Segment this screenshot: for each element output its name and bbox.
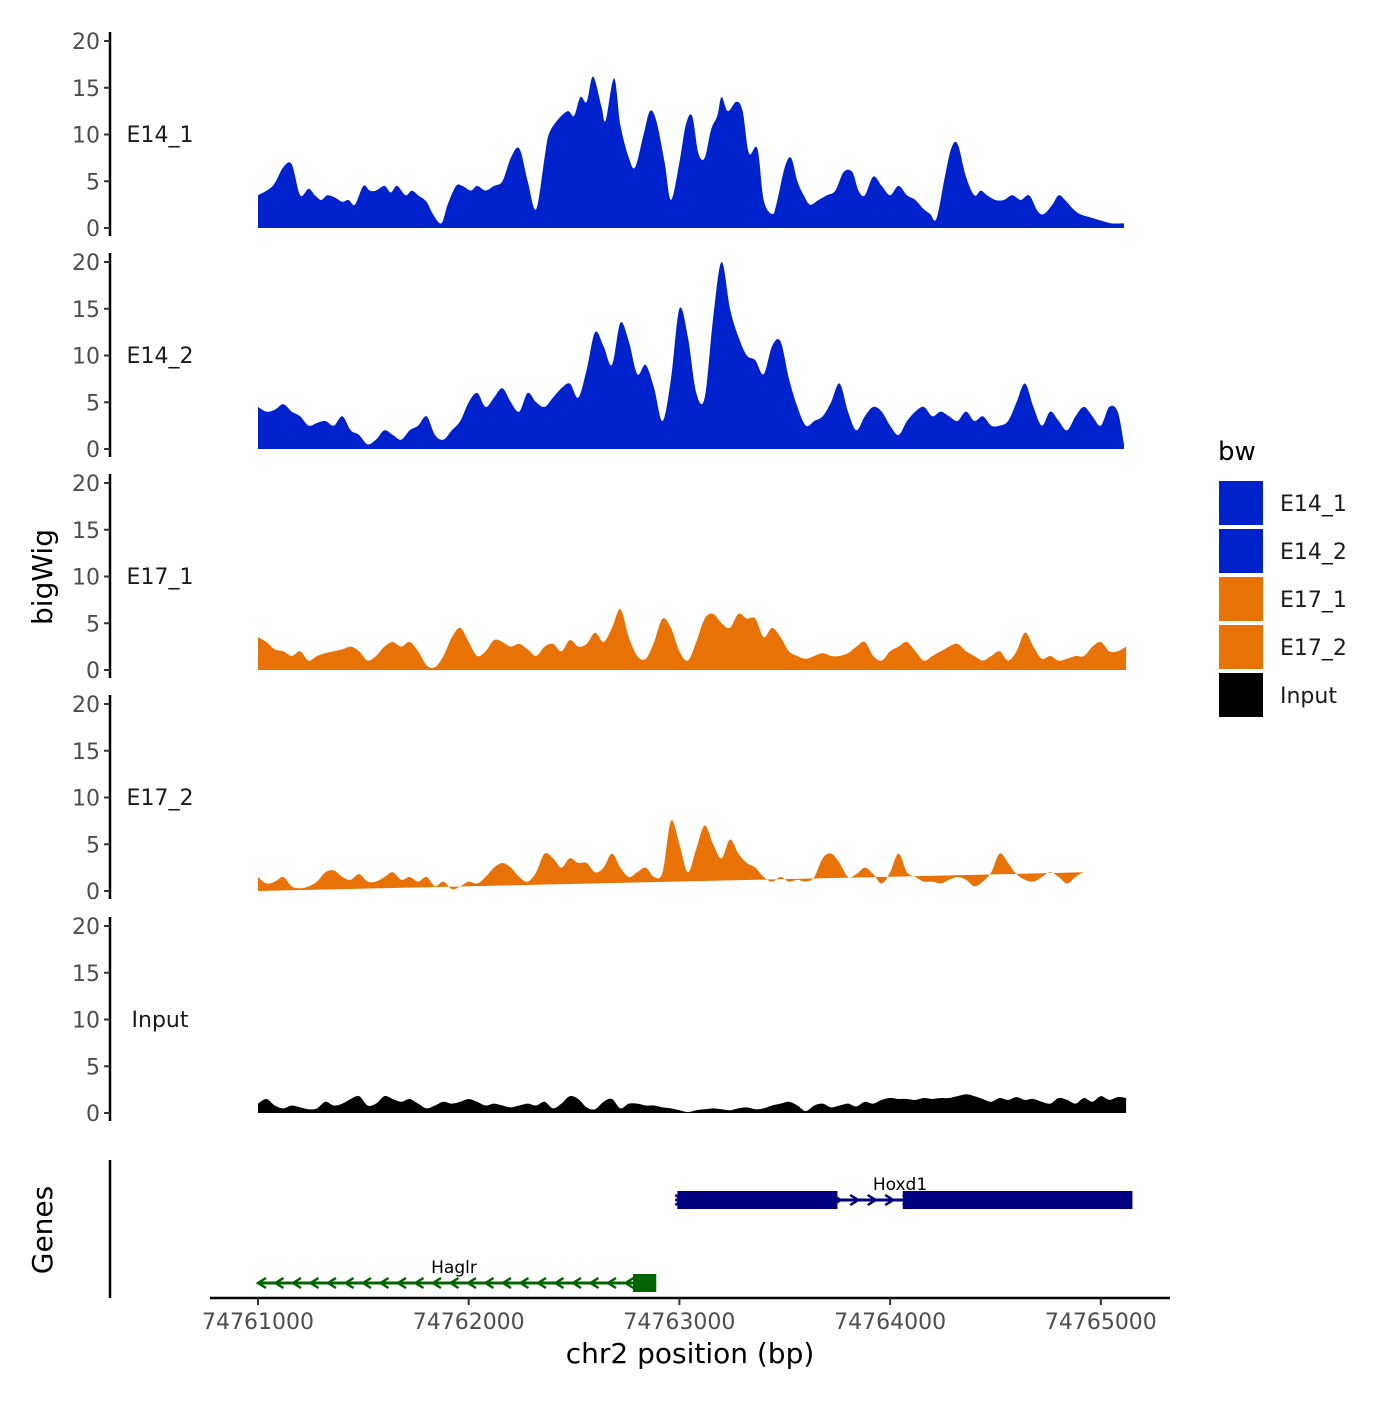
y-tick-label: 0 [86,1102,100,1127]
strand-arrow [623,1276,635,1290]
legend-label-Input: Input [1280,684,1337,709]
legend-swatch-E14_2 [1217,527,1265,575]
track-label-E17_2: E17_2 [127,786,194,811]
legend-swatch-Input [1217,671,1265,719]
strand-arrow [465,1276,477,1290]
track-label-E17_1: E17_1 [127,565,194,590]
y-tick-label: 20 [72,251,100,276]
strand-arrow [518,1276,530,1290]
x-tick-label: 74762000 [413,1310,525,1335]
gene-label-Haglr: Haglr [431,1258,477,1278]
track-area-E17_1 [258,609,1127,670]
tracks-layer [258,76,1127,1113]
strand-arrow [884,1193,896,1207]
strand-arrow [325,1276,337,1290]
y-tick-label: 15 [72,298,100,323]
y-tick-label: 5 [86,833,100,858]
strand-arrow [273,1276,285,1290]
legend: bw E14_1 E14_2 E17_1 E17_2 Input [1217,437,1347,719]
legend-swatch-E17_2 [1217,623,1265,671]
y-tick-label: 5 [86,170,100,195]
legend-swatch-E14_1 [1217,479,1265,527]
y-tick-label: 10 [72,566,100,591]
x-axis-title: chr2 position (bp) [566,1337,815,1370]
strand-arrow [360,1276,372,1290]
y-tick-label: 0 [86,217,100,242]
y-tick-label: 20 [72,30,100,55]
y-tick-label: 5 [86,391,100,416]
x-tick-label: 74761000 [202,1310,314,1335]
y-tick-label: 15 [72,77,100,102]
x-tick-label: 74765000 [1045,1310,1157,1335]
track-label-E14_1: E14_1 [127,123,194,148]
track-area-E14_1 [258,76,1124,229]
y-axis-title: bigWig [26,529,59,625]
strand-arrow [553,1276,565,1290]
strand-arrow [290,1276,302,1290]
y-tick-label: 5 [86,1055,100,1080]
strand-arrow [395,1276,407,1290]
legend-title: bw [1218,437,1256,467]
strand-arrow [308,1276,320,1290]
legend-swatch-E17_1 [1217,575,1265,623]
strand-arrow [430,1276,442,1290]
strand-arrow [378,1276,390,1290]
y-tick-label: 0 [86,438,100,463]
gene-label-Hoxd1: Hoxd1 [873,1175,927,1195]
legend-label-E14_2: E14_2 [1280,540,1347,565]
y-tick-label: 20 [72,693,100,718]
strand-arrow [535,1276,547,1290]
strand-arrow [343,1276,355,1290]
strand-arrow [867,1193,879,1207]
y-tick-label: 10 [72,345,100,370]
track-area-E17_2 [258,820,1084,891]
exon-Hoxd1 [677,1191,838,1209]
genes-axis-title: Genes [26,1186,59,1274]
y-tick-label: 5 [86,612,100,637]
y-tick-label: 15 [72,962,100,987]
genes-layer: Hoxd1 Haglr [255,1175,1133,1292]
track-area-Input [258,1094,1127,1113]
strand-arrow [588,1276,600,1290]
y-tick-label: 20 [72,472,100,497]
strand-arrow [849,1193,861,1207]
strand-arrow [500,1276,512,1290]
x-tick-label: 74764000 [834,1310,946,1335]
y-tick-label: 10 [72,124,100,149]
legend-label-E14_1: E14_1 [1280,492,1347,517]
legend-label-E17_2: E17_2 [1280,636,1347,661]
y-tick-label: 10 [72,787,100,812]
strand-arrow [448,1276,460,1290]
legend-label-E17_1: E17_1 [1280,588,1347,613]
y-tick-label: 0 [86,659,100,684]
track-label-Input: Input [132,1008,189,1033]
track-label-E14_2: E14_2 [127,344,194,369]
exon-Hoxd1 [902,1191,1133,1209]
y-tick-label: 15 [72,519,100,544]
track-area-E14_2 [258,261,1124,449]
strand-arrow [605,1276,617,1290]
exon-Haglr [633,1274,657,1292]
y-tick-label: 0 [86,880,100,905]
axis-layer: 0 5 10 15 20 E14_1 0 5 10 15 20 E14_2 0 5 10 15 20 E17_1 0… [72,30,1170,1335]
strand-arrow [570,1276,582,1290]
strand-arrow [483,1276,495,1290]
strand-arrow [413,1276,425,1290]
y-tick-label: 20 [72,915,100,940]
y-tick-label: 10 [72,1009,100,1034]
strand-arrow [255,1276,267,1290]
y-tick-label: 15 [72,740,100,765]
x-tick-label: 74763000 [623,1310,735,1335]
